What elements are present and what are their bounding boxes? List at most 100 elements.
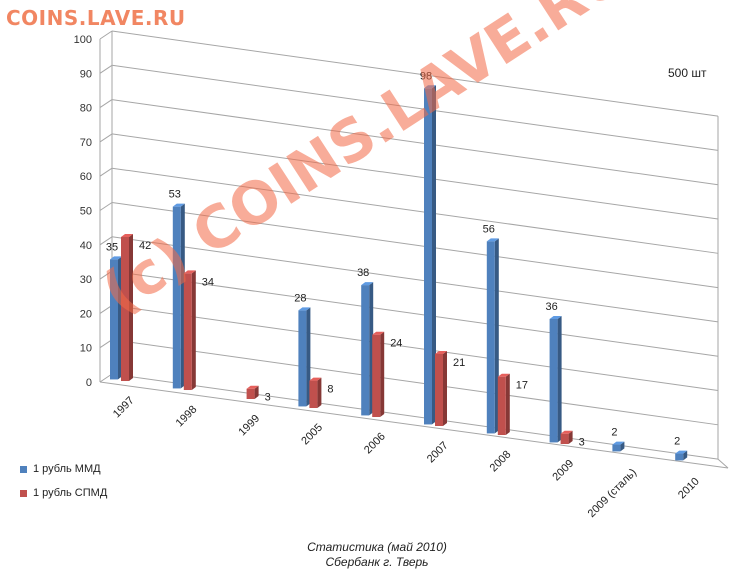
- gridline-side: [99, 202, 113, 211]
- bars: [110, 85, 688, 461]
- legend-swatch-mmd: [20, 465, 27, 473]
- bar-top: [298, 307, 311, 311]
- floor-front-edge: [99, 381, 729, 469]
- caption-line2: Сбербанк г. Тверь: [325, 555, 429, 569]
- gridline-side: [99, 133, 113, 143]
- data-label: 17: [516, 380, 528, 392]
- x-tick-label: 2010: [676, 476, 702, 502]
- gridline: [111, 99, 719, 186]
- bar-side: [254, 385, 259, 400]
- bar-top: [121, 233, 133, 237]
- bar-mmd: [298, 307, 311, 407]
- bar-side: [191, 270, 196, 391]
- x-tick-label: 1999: [236, 413, 262, 439]
- x-tick-label: 2009 (сталь): [586, 467, 639, 520]
- bar-mmd: [361, 282, 374, 416]
- y-tick-label: 0: [86, 377, 92, 389]
- x-tick-label: 2007: [425, 440, 451, 466]
- gridline: [111, 236, 719, 323]
- bar-front: [361, 285, 370, 416]
- y-tick-label: 30: [80, 274, 92, 286]
- data-label: 3: [265, 392, 271, 404]
- gridline: [111, 270, 719, 357]
- gridline: [111, 339, 719, 426]
- data-label: 36: [545, 301, 557, 313]
- legend-item-spmd: 1 рубль СПМД: [20, 487, 107, 499]
- bar-side: [505, 373, 510, 436]
- gridline: [111, 64, 719, 151]
- bar-front: [298, 310, 307, 407]
- data-label: 56: [483, 223, 495, 235]
- bar-top: [372, 331, 385, 335]
- gridline: [111, 30, 719, 117]
- bar-side: [129, 233, 133, 382]
- data-label: 28: [294, 292, 306, 304]
- bar-spmd: [121, 233, 133, 382]
- bar-top: [309, 377, 322, 381]
- bar-front: [424, 88, 432, 425]
- bar-top: [560, 430, 573, 434]
- bar-spmd: [560, 430, 573, 445]
- data-label: 21: [453, 357, 465, 369]
- unit-label: 500 шт: [668, 66, 707, 80]
- floor-right-edge: [717, 458, 729, 469]
- bar-top: [172, 203, 185, 207]
- bar-front: [675, 453, 684, 461]
- data-label: 53: [169, 189, 181, 201]
- legend-label-mmd: 1 рубль ММД: [33, 463, 101, 475]
- bar-side: [432, 85, 436, 425]
- bar-front: [309, 380, 318, 409]
- bar-top: [361, 282, 374, 286]
- y-tick-label: 90: [80, 68, 92, 80]
- y-axis: 0 10 20 30 40 50 60 70 80 90 100: [74, 34, 92, 389]
- y-tick-label: 70: [80, 137, 92, 149]
- bar-front: [246, 388, 255, 400]
- bar-front: [172, 206, 181, 389]
- bar-front: [121, 236, 129, 382]
- gridline: [111, 133, 719, 220]
- gridline-side: [99, 99, 113, 109]
- bar-front: [612, 444, 621, 452]
- caption-line1: Статистика (май 2010): [307, 540, 447, 554]
- bar-side: [380, 331, 385, 418]
- bar-spmd: [435, 350, 447, 427]
- y-tick-label: 80: [80, 103, 92, 115]
- bar-front: [549, 318, 558, 443]
- bar-spmd: [246, 385, 259, 400]
- data-label: 42: [139, 240, 151, 252]
- gridline-side: [99, 236, 113, 246]
- x-tick-label: 2008: [488, 449, 514, 475]
- x-tick-label: 2005: [299, 422, 325, 448]
- gridline: [111, 304, 719, 392]
- data-labels: 35 42 53 34 3 28 8 38 24 98 21 56 17 36 3 2 2: [106, 70, 680, 448]
- y-tick-label: 50: [80, 206, 92, 218]
- data-label: 2: [674, 436, 680, 448]
- data-label: 3: [579, 437, 585, 449]
- bar-side: [317, 377, 322, 409]
- gridline-side: [99, 64, 113, 74]
- gridline-side: [99, 167, 113, 177]
- y-tick-label: 40: [80, 240, 92, 252]
- bar-front: [372, 334, 381, 418]
- legend-label-spmd: 1 рубль СПМД: [33, 487, 108, 499]
- chart-caption: Статистика (май 2010) Сбербанк г. Тверь: [0, 540, 754, 570]
- x-tick-label: 2009: [550, 458, 576, 484]
- bar-top: [549, 315, 562, 319]
- bar-mmd: [675, 450, 688, 461]
- data-label: 2: [611, 427, 617, 439]
- y-tick-label: 100: [74, 34, 92, 46]
- gridline: [111, 202, 719, 289]
- x-axis: 1997 1998 1999 2005 2006 2007 2008 2009 2009 (ст…: [111, 395, 702, 520]
- bar-mmd: [612, 441, 625, 452]
- data-label: 35: [106, 241, 118, 253]
- bar-top: [612, 441, 625, 445]
- data-label: 24: [390, 338, 402, 350]
- chart-grid: [99, 30, 729, 469]
- data-label: 8: [327, 384, 333, 396]
- legend-swatch-spmd: [20, 489, 27, 497]
- bar-side: [620, 441, 625, 452]
- bar-top: [486, 238, 499, 242]
- bar-top: [497, 373, 510, 377]
- bar-mmd: [549, 315, 562, 443]
